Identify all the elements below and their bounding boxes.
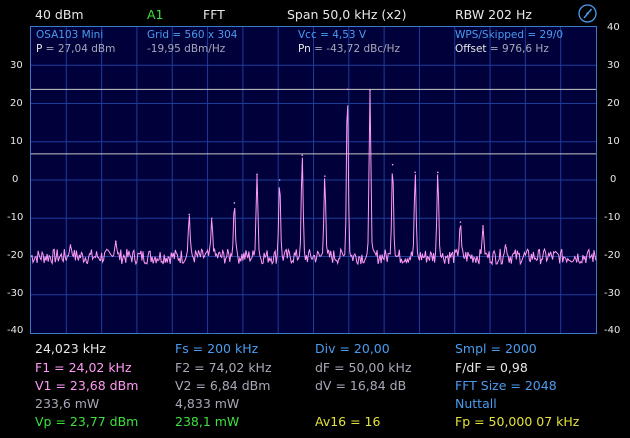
spectrum-peak — [114, 240, 117, 242]
y-tick-right: 30 — [607, 60, 620, 71]
p1-readout: 233,6 mW — [35, 396, 100, 411]
spectrum-peak — [391, 163, 394, 166]
channel-indicator[interactable]: A1 — [147, 7, 164, 22]
vcc-info: Vcc = 4,53 V — [298, 29, 367, 41]
spectrum-peak — [504, 244, 507, 246]
speedometer-icon[interactable] — [578, 4, 597, 23]
y-tick-right: -30 — [604, 288, 621, 299]
y-tick-left: 20 — [10, 98, 23, 109]
smpl-readout[interactable]: Smpl = 2000 — [455, 341, 537, 356]
y-tick-right: -20 — [604, 250, 621, 261]
v1-readout: V1 = 23,68 dBm — [35, 378, 139, 393]
spectrum-peak — [211, 217, 213, 220]
dv-readout: dV = 16,84 dB — [315, 378, 407, 393]
grid-info: Grid = 560 x 304 — [147, 29, 238, 41]
y-tick-right: 10 — [607, 136, 620, 147]
spectrum-peak — [369, 89, 371, 91]
device-name: OSA103 Mini — [36, 29, 104, 41]
power-label: P — [36, 43, 43, 55]
y-tick-left: 10 — [10, 136, 23, 147]
offset-label: Offset — [455, 43, 487, 55]
window-readout[interactable]: Nuttall — [455, 396, 497, 411]
y-tick-right: -40 — [604, 325, 621, 336]
y-tick-left: -10 — [7, 212, 24, 223]
fp-readout: Fp = 50,000 07 kHz — [455, 414, 580, 429]
y-tick-right: 40 — [607, 22, 620, 33]
spectrum-peak — [459, 221, 462, 223]
spectrum-peak — [346, 88, 349, 91]
wps-info: WPS/Skipped = 29/0 — [455, 29, 564, 41]
power-readout: P = 27,04 dBm — [36, 43, 115, 55]
spectrum-peak — [301, 154, 304, 156]
y-tick-right: 0 — [610, 174, 617, 185]
f2-readout: F2 = 74,02 kHz — [175, 360, 272, 375]
offset-readout: Offset = 976,6 Hz — [455, 43, 549, 55]
p2-readout: 4,833 mW — [175, 396, 240, 411]
rbw-label[interactable]: RBW 202 Hz — [455, 7, 532, 22]
fdf-readout: F/dF = 0,98 — [455, 360, 528, 375]
f1-readout: F1 = 24,02 kHz — [35, 360, 132, 375]
spectrum-peak — [188, 213, 190, 216]
vp-readout: Vp = 23,77 dBm — [35, 414, 139, 429]
spectrum-trace — [30, 90, 597, 266]
pn-value: = -43,72 dBc/Hz — [310, 43, 401, 55]
fs-readout[interactable]: Fs = 200 kHz — [175, 341, 259, 356]
pn-label: Pn — [298, 43, 311, 55]
div-readout[interactable]: Div = 20,00 — [315, 341, 390, 356]
ref-level[interactable]: 40 dBm — [35, 7, 84, 22]
span-label[interactable]: Span 50,0 kHz (x2) — [287, 7, 407, 22]
offset-value: = 976,6 Hz — [486, 43, 549, 55]
spectrum-peak — [482, 225, 484, 227]
mode-label[interactable]: FFT — [203, 7, 225, 22]
fft-size-readout[interactable]: FFT Size = 2048 — [455, 378, 557, 393]
y-tick-left: 0 — [12, 174, 19, 185]
y-tick-right: 20 — [607, 98, 620, 109]
v2-readout: V2 = 6,84 dBm — [175, 378, 271, 393]
y-tick-right: -10 — [604, 212, 621, 223]
df-readout: dF = 50,00 kHz — [315, 360, 412, 375]
y-tick-left: 30 — [10, 60, 23, 71]
cursor-frequency: 24,023 kHz — [35, 341, 106, 356]
spectrum-peak — [233, 202, 236, 204]
density-readout: -19,95 dBm/Hz — [147, 43, 226, 55]
y-tick-left: -40 — [7, 325, 24, 336]
spectrum-peak — [437, 171, 439, 174]
y-tick-left: -30 — [7, 288, 24, 299]
spectrum-peak — [278, 179, 281, 181]
power-value: = 27,04 dBm — [42, 43, 116, 55]
spectrum-peak — [256, 173, 258, 176]
y-tick-left: -20 — [7, 250, 24, 261]
average-readout[interactable]: Av16 = 16 — [315, 414, 381, 429]
pw-readout: 238,1 mW — [175, 414, 240, 429]
spectrum-peak — [69, 244, 72, 246]
pn-readout: Pn = -43,72 dBc/Hz — [298, 43, 400, 55]
spectrum-peak — [414, 171, 417, 174]
spectrum-peak — [324, 175, 326, 177]
